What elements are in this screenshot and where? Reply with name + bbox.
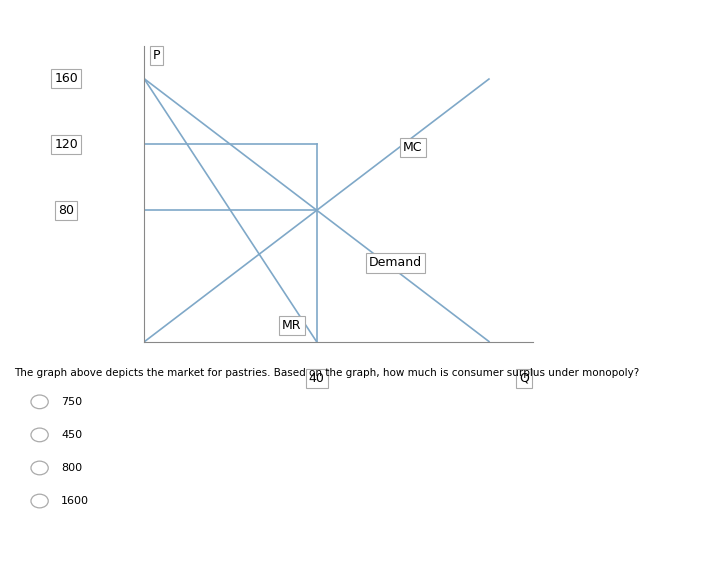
Text: 1600: 1600 [61, 496, 89, 506]
Text: 750: 750 [61, 397, 82, 407]
Text: Q: Q [519, 372, 529, 385]
Text: Demand: Demand [369, 256, 422, 270]
Text: P: P [153, 49, 160, 62]
Text: MR: MR [282, 319, 302, 332]
Text: The graph above depicts the market for pastries. Based on the graph, how much is: The graph above depicts the market for p… [14, 368, 639, 378]
Text: MC: MC [403, 141, 423, 154]
Text: 40: 40 [309, 372, 325, 385]
Text: 450: 450 [61, 430, 82, 440]
Text: 120: 120 [55, 138, 78, 151]
Text: 800: 800 [61, 463, 82, 473]
Text: 160: 160 [55, 72, 78, 85]
Text: 80: 80 [58, 203, 74, 217]
